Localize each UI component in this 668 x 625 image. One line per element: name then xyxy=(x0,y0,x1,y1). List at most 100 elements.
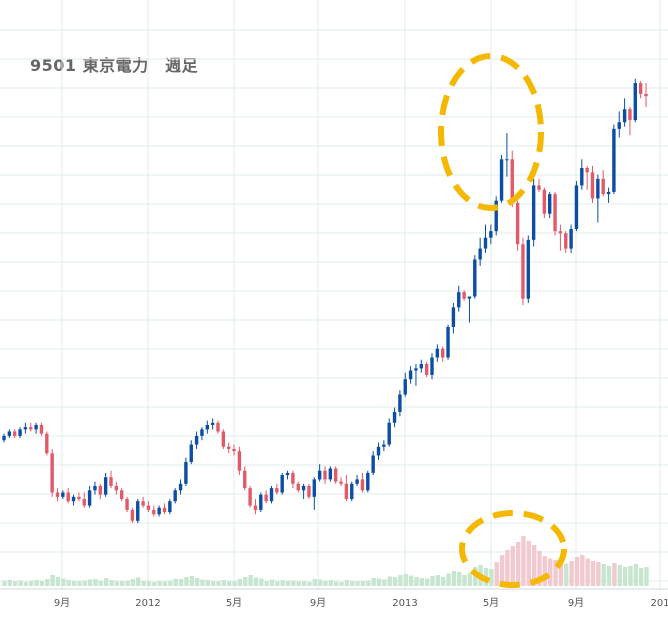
volume-bar xyxy=(152,582,157,586)
candle xyxy=(441,348,445,358)
volume-bar xyxy=(339,582,344,586)
candle xyxy=(633,83,637,121)
candle xyxy=(328,468,333,480)
candle xyxy=(205,424,209,430)
volume-bar xyxy=(275,581,280,586)
volume-bar xyxy=(569,561,574,586)
candle xyxy=(146,505,151,510)
volume-bar xyxy=(66,580,71,586)
candle xyxy=(221,431,226,447)
volume-bar xyxy=(55,577,61,586)
volume-bar xyxy=(280,580,285,586)
candle xyxy=(537,185,541,190)
volume-bar xyxy=(419,578,424,586)
volume-bar xyxy=(200,579,205,586)
volume-bar xyxy=(457,572,462,586)
x-axis: 9月 2012 5月 9月 2013 5月 9月 201 xyxy=(54,597,668,609)
volume-bar xyxy=(130,579,136,586)
candle xyxy=(168,501,172,513)
candle xyxy=(462,292,466,299)
candle xyxy=(77,496,81,500)
volume-bar xyxy=(296,581,301,586)
volume-bar xyxy=(125,580,130,586)
volume-bar xyxy=(323,581,328,586)
candle xyxy=(505,159,509,161)
candle xyxy=(55,492,60,497)
candle xyxy=(317,470,322,480)
x-tick-label: 201 xyxy=(650,598,668,609)
candle xyxy=(243,470,247,489)
candle xyxy=(473,259,477,297)
candle xyxy=(98,485,102,495)
volume-bar xyxy=(424,578,430,586)
volume-bar xyxy=(210,581,216,586)
x-tick-label: 9月 xyxy=(310,597,326,609)
volume-bar xyxy=(537,551,542,586)
volume-bar xyxy=(617,565,622,586)
candle xyxy=(216,422,220,432)
grid-lines xyxy=(0,0,668,590)
x-tick-label: 2012 xyxy=(135,598,160,609)
volume-bar xyxy=(157,581,162,586)
volume-bar xyxy=(173,578,178,586)
volume-bar xyxy=(376,578,382,586)
candle xyxy=(414,368,418,371)
x-tick-label: 5月 xyxy=(226,597,242,609)
volume-bar xyxy=(548,558,553,586)
volume-bar xyxy=(408,575,414,586)
candle xyxy=(478,248,482,260)
candle xyxy=(606,191,611,195)
volume-bar xyxy=(103,578,109,586)
volume-bar xyxy=(168,580,173,586)
candle xyxy=(50,453,54,493)
volume-bar xyxy=(269,579,275,586)
candle xyxy=(7,431,12,436)
candle xyxy=(248,488,252,506)
candle xyxy=(638,83,643,94)
volume-bar xyxy=(612,563,617,586)
volume-bar xyxy=(77,581,82,586)
candle xyxy=(275,488,279,493)
candle xyxy=(136,501,140,521)
volume-bar xyxy=(628,566,633,586)
candle xyxy=(548,194,552,214)
volume-bar xyxy=(644,567,649,586)
candle xyxy=(45,433,49,454)
volume-bar xyxy=(510,546,515,586)
candle xyxy=(387,422,391,445)
volume-bar xyxy=(82,580,87,586)
candle xyxy=(553,194,557,232)
volume-bar xyxy=(515,542,521,586)
chart-title: 9501 東京電力 週足 xyxy=(30,56,199,75)
candle xyxy=(574,185,579,229)
candle xyxy=(403,379,407,395)
candle xyxy=(392,411,397,423)
candle xyxy=(114,485,119,491)
candle xyxy=(152,509,156,515)
volume-bar xyxy=(264,581,269,586)
volume-bar xyxy=(189,576,194,586)
volume-bar xyxy=(18,580,23,586)
volume-bar xyxy=(601,564,606,586)
volume-bar xyxy=(564,563,569,586)
volume-bar xyxy=(259,578,264,586)
volume-bar xyxy=(558,562,564,586)
candle xyxy=(93,485,97,491)
candle xyxy=(82,499,86,506)
volume-bar xyxy=(580,555,585,586)
volume-bar xyxy=(398,575,403,586)
candle xyxy=(382,444,386,447)
volume-bar xyxy=(243,577,248,586)
candle xyxy=(103,477,108,495)
candle xyxy=(446,326,450,358)
candle xyxy=(419,364,423,369)
candle xyxy=(564,233,568,249)
candle xyxy=(612,128,616,192)
candle xyxy=(526,239,530,299)
volume-bar xyxy=(553,560,558,586)
candle xyxy=(157,507,161,515)
x-tick-label: 9月 xyxy=(54,597,70,609)
volume-bar xyxy=(291,580,296,586)
candle xyxy=(210,422,215,425)
